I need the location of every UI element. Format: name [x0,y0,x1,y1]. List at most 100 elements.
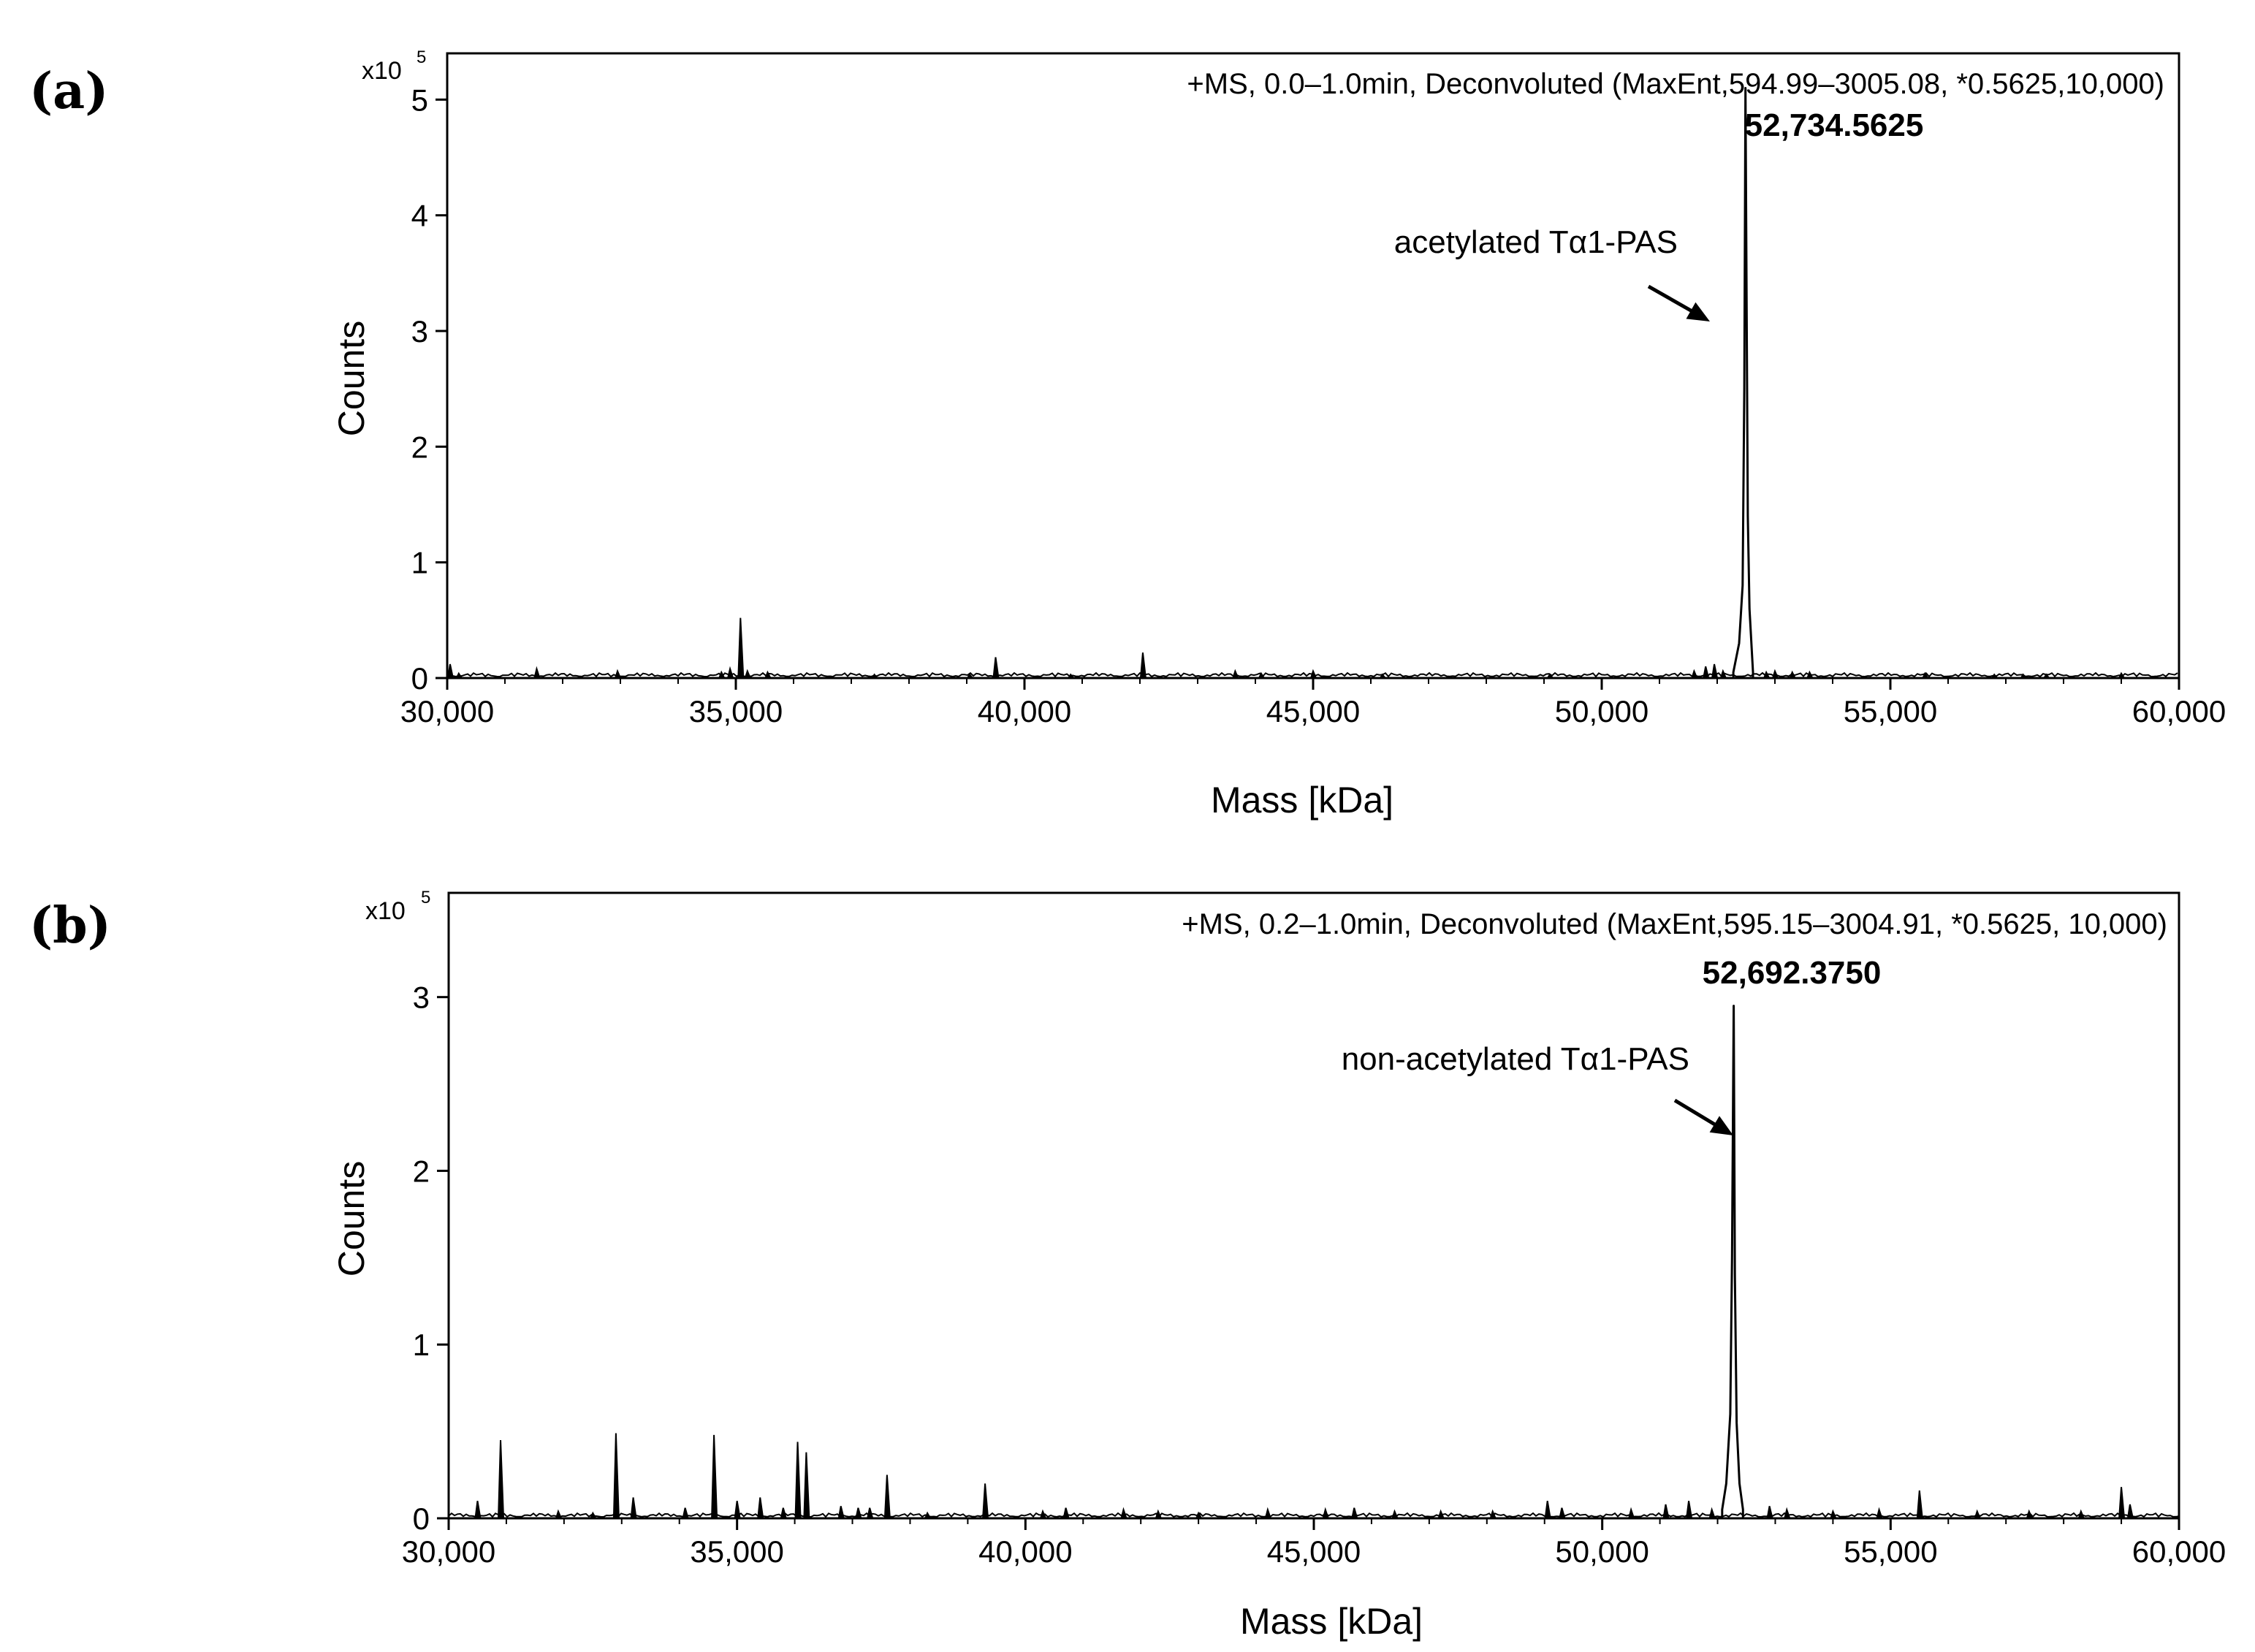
spectrum-peak [1766,1506,1773,1519]
y-tick-label: 3 [413,981,430,1015]
spectrum-peak [455,671,463,679]
y-tick-label: 0 [413,1501,430,1536]
panel-a: (a) x10 5 +MS, 0.0–1.0min, Deconvoluted … [29,47,2226,821]
annotation-arrowhead [1686,302,1710,321]
spectrum-peak [1195,1511,1203,1519]
spectrum-peak [992,657,1000,679]
y-axis-title: Counts [331,1161,372,1276]
spectrum-peak [1702,666,1710,679]
header-text: +MS, 0.0–1.0min, Deconvoluted (MaxEnt,59… [1187,68,2164,100]
x-tick-label: 45,000 [1266,694,1360,728]
spectrum-peak [1120,1507,1128,1519]
y-scale-factor: x10 5 [365,888,430,925]
y-tick-label: 5 [411,83,428,117]
spectrum-peak [1544,1501,1551,1519]
y-scale-base: x10 [365,897,406,925]
x-tick-label: 35,000 [689,694,783,728]
spectrum-peak [682,1507,689,1519]
spectrum-peak [446,663,455,679]
spectrum-peak [474,1501,482,1519]
spectrum-peak [1231,669,1239,679]
y-tick-label: 1 [413,1328,430,1362]
spectrum-peak [2118,671,2126,679]
spectrum-peak [2026,1509,2034,1519]
x-tick-label: 30,000 [402,1534,495,1569]
spectrum-peak [794,1442,802,1519]
spectrum-peak [1559,1507,1566,1519]
spectrum-peak [2019,673,2028,679]
spectrum-peak [870,673,879,679]
spectrum-peak [1391,1509,1399,1519]
spectrum-peak [855,1507,862,1519]
y-scale-factor: x10 5 [362,47,426,85]
peak-annotation: non-acetylated Tα1-PAS [1342,1041,1689,1077]
spectrum-peak [498,1439,505,1519]
main-peak [1732,87,1754,678]
spectrum-peak [1322,1507,1330,1519]
x-axis-title: Mass [kDa] [1240,1601,1423,1642]
spectrum-peak [1921,671,1930,679]
spectrum-peak [764,670,772,679]
spectrum-peak [1489,1509,1497,1519]
spectrum-peak [614,669,622,679]
y-axis-title: Counts [331,321,372,436]
x-tick-label: 60,000 [2132,694,2226,728]
spectrum-peak [1062,1507,1070,1519]
spectrum-peak [883,1474,891,1519]
plot-area: 30,000 35,000 40,000 45,000 50,000 55,000 60,0… [400,52,2226,728]
spectrum-peak [1437,1509,1445,1519]
spectrum-peak [1685,1501,1693,1519]
spectrum-peak [757,1497,764,1519]
spectrum-peak [1546,673,1555,679]
spectrum-peak [1155,1509,1163,1519]
spectrum-peak [1264,1507,1272,1519]
annotation-arrowhead [1709,1116,1733,1135]
peak-annotation: acetylated Tα1-PAS [1394,224,1678,260]
x-tick-label: 30,000 [400,694,494,728]
y-tick-label: 2 [413,1154,430,1188]
spectrum-peak [1876,1507,1883,1519]
y-tick-label: 2 [411,430,428,464]
y-scale-base: x10 [362,57,402,85]
spectrum-peak [726,666,734,679]
spectrum-peak [1719,669,1727,679]
spectrum-peak [737,617,745,679]
x-tick-label: 50,000 [1555,1534,1649,1569]
spectrum-peak [1067,673,1076,679]
panel-label: (a) [29,62,108,121]
spectrum-peak [1783,1507,1791,1519]
spectrum-peak [1351,1507,1358,1519]
spectrum-peak [1762,670,1771,679]
spectrum-peak [1309,669,1317,679]
spectrum-peak [1662,1504,1670,1519]
spectrum-peak [966,673,975,679]
spectrum-peak [1771,669,1779,679]
spectrum-peak [1708,1507,1716,1519]
spectrum-peak [1378,673,1387,679]
x-tick-label: 60,000 [2132,1534,2226,1569]
x-tick-label: 40,000 [978,694,1071,728]
spectrum-peak [1691,669,1698,679]
spectrum-peak [630,1497,637,1519]
y-tick-label: 0 [411,661,428,696]
header-text: +MS, 0.2–1.0min, Deconvoluted (MaxEnt,59… [1182,908,2167,940]
peak-mass-label: 52,692.3750 [1703,955,1882,991]
x-axis-title: Mass [kDa] [1211,780,1393,821]
plot-frame [446,52,2180,680]
spectrum-peak [589,1511,598,1519]
main-peak [1721,1005,1744,1518]
x-tick-label: 45,000 [1267,1534,1361,1569]
spectrum-peak [2042,673,2051,679]
spectrum-peak [1830,1509,1837,1519]
spectrum-peak [2118,1487,2126,1519]
spectrum-peak [718,670,726,679]
peak-mass-label: 52,734.5625 [1745,107,1924,143]
y-tick-label: 1 [411,546,428,580]
spectrum-peak [1974,1509,1982,1519]
spectrum-peak [734,1501,741,1519]
y-scale-exponent: 5 [421,888,430,907]
spectrum-peak [1806,670,1814,679]
plot-area: 30,000 35,000 40,000 45,000 50,000 55,000 60,0… [402,891,2226,1569]
spectrum-peak [2077,1509,2085,1519]
spectrum-peak [1627,1507,1635,1519]
